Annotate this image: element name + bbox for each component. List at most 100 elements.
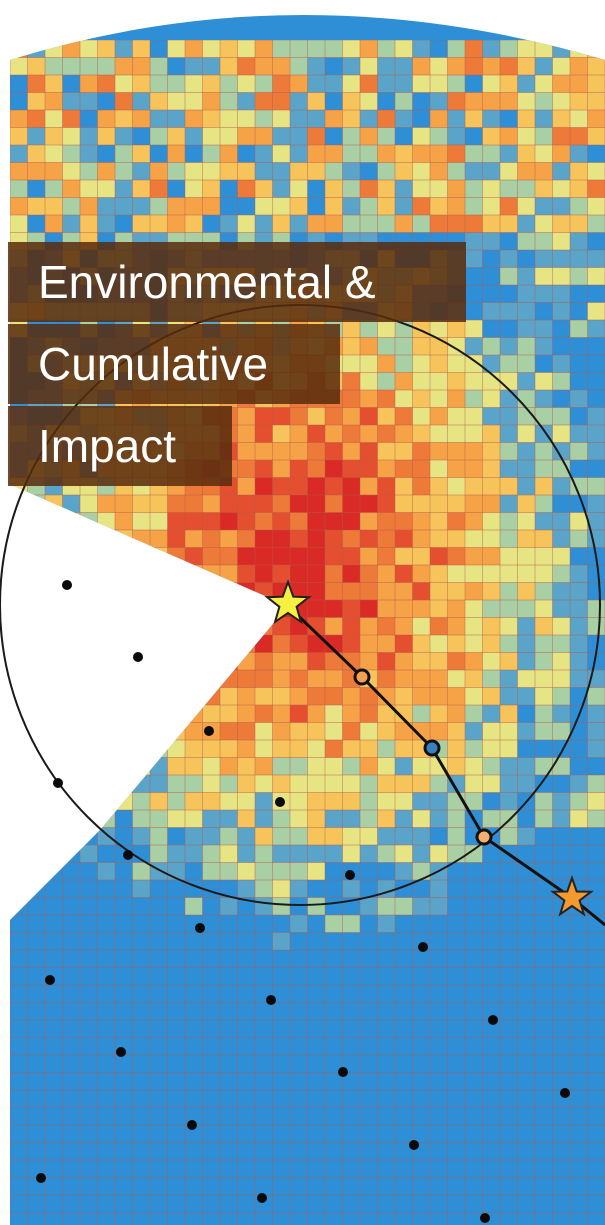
impact-cell [430, 390, 448, 408]
impact-cell [255, 425, 273, 443]
impact-cell [150, 197, 168, 215]
impact-cell [395, 792, 413, 810]
impact-cell [237, 687, 255, 705]
impact-cell [500, 495, 518, 513]
impact-cell [447, 547, 465, 565]
impact-cell [360, 705, 378, 723]
impact-cell [552, 215, 570, 233]
impact-cell [412, 687, 430, 705]
impact-cell [255, 670, 273, 688]
impact-cell [27, 110, 45, 128]
impact-cell [167, 512, 185, 530]
impact-cell [535, 215, 553, 233]
impact-cell [535, 617, 553, 635]
impact-cell [412, 390, 430, 408]
impact-cell [482, 110, 500, 128]
impact-cell [517, 320, 535, 338]
impact-cell [167, 757, 185, 775]
impact-cell [167, 127, 185, 145]
impact-cell [552, 495, 570, 513]
impact-cell [517, 722, 535, 740]
impact-cell [395, 442, 413, 460]
impact-cell [517, 600, 535, 618]
impact-cell [360, 722, 378, 740]
impact-cell [325, 407, 343, 425]
impact-cell [482, 880, 500, 898]
impact-cell [395, 652, 413, 670]
impact-cell [360, 862, 378, 880]
impact-cell [150, 512, 168, 530]
impact-cell [290, 652, 308, 670]
impact-cell [97, 75, 115, 93]
impact-cell [342, 355, 360, 373]
impact-cell [430, 792, 448, 810]
impact-cell [552, 775, 570, 793]
impact-cell [535, 285, 553, 303]
impact-cell [220, 40, 238, 58]
impact-cell [570, 425, 588, 443]
impact-cell [132, 145, 150, 163]
impact-cell [377, 407, 395, 425]
impact-cell [307, 722, 325, 740]
impact-cell [342, 197, 360, 215]
impact-cell [360, 547, 378, 565]
impact-cell [587, 407, 605, 425]
impact-cell [570, 215, 588, 233]
impact-cell [10, 197, 28, 215]
impact-cell [360, 740, 378, 758]
impact-cell [325, 582, 343, 600]
impact-cell [325, 775, 343, 793]
impact-cell [500, 635, 518, 653]
impact-cell [500, 162, 518, 180]
impact-cell [97, 57, 115, 75]
impact-cell [132, 792, 150, 810]
impact-cell [500, 565, 518, 583]
impact-cell [535, 372, 553, 390]
impact-cell [587, 75, 605, 93]
impact-cell [377, 775, 395, 793]
impact-cell [220, 740, 238, 758]
impact-cell [535, 530, 553, 548]
impact-cell [325, 180, 343, 198]
impact-cell [132, 57, 150, 75]
impact-cell [570, 355, 588, 373]
impact-cell [360, 215, 378, 233]
impact-cell [272, 670, 290, 688]
impact-cell [80, 880, 98, 898]
receptor-dot [116, 1047, 126, 1057]
impact-cell [535, 57, 553, 75]
impact-cell [97, 862, 115, 880]
impact-cell [220, 757, 238, 775]
impact-cell [377, 355, 395, 373]
impact-cell [360, 372, 378, 390]
impact-cell [447, 635, 465, 653]
impact-cell [272, 862, 290, 880]
impact-cell [97, 110, 115, 128]
impact-cell [237, 442, 255, 460]
impact-cell [307, 897, 325, 915]
impact-cell [447, 40, 465, 58]
impact-cell [290, 162, 308, 180]
impact-cell [150, 75, 168, 93]
impact-cell [500, 215, 518, 233]
impact-cell [517, 862, 535, 880]
impact-cell [412, 862, 430, 880]
impact-cell [500, 757, 518, 775]
impact-cell [395, 162, 413, 180]
impact-cell [272, 530, 290, 548]
impact-cell [342, 722, 360, 740]
impact-cell [342, 145, 360, 163]
impact-cell [237, 880, 255, 898]
impact-cell [517, 775, 535, 793]
impact-cell [185, 775, 203, 793]
impact-cell [255, 652, 273, 670]
impact-cell [220, 57, 238, 75]
impact-cell [167, 215, 185, 233]
impact-cell [237, 40, 255, 58]
impact-cell [272, 897, 290, 915]
impact-cell [80, 197, 98, 215]
impact-cell [115, 862, 133, 880]
impact-cell [430, 442, 448, 460]
impact-cell [552, 862, 570, 880]
impact-cell [535, 197, 553, 215]
